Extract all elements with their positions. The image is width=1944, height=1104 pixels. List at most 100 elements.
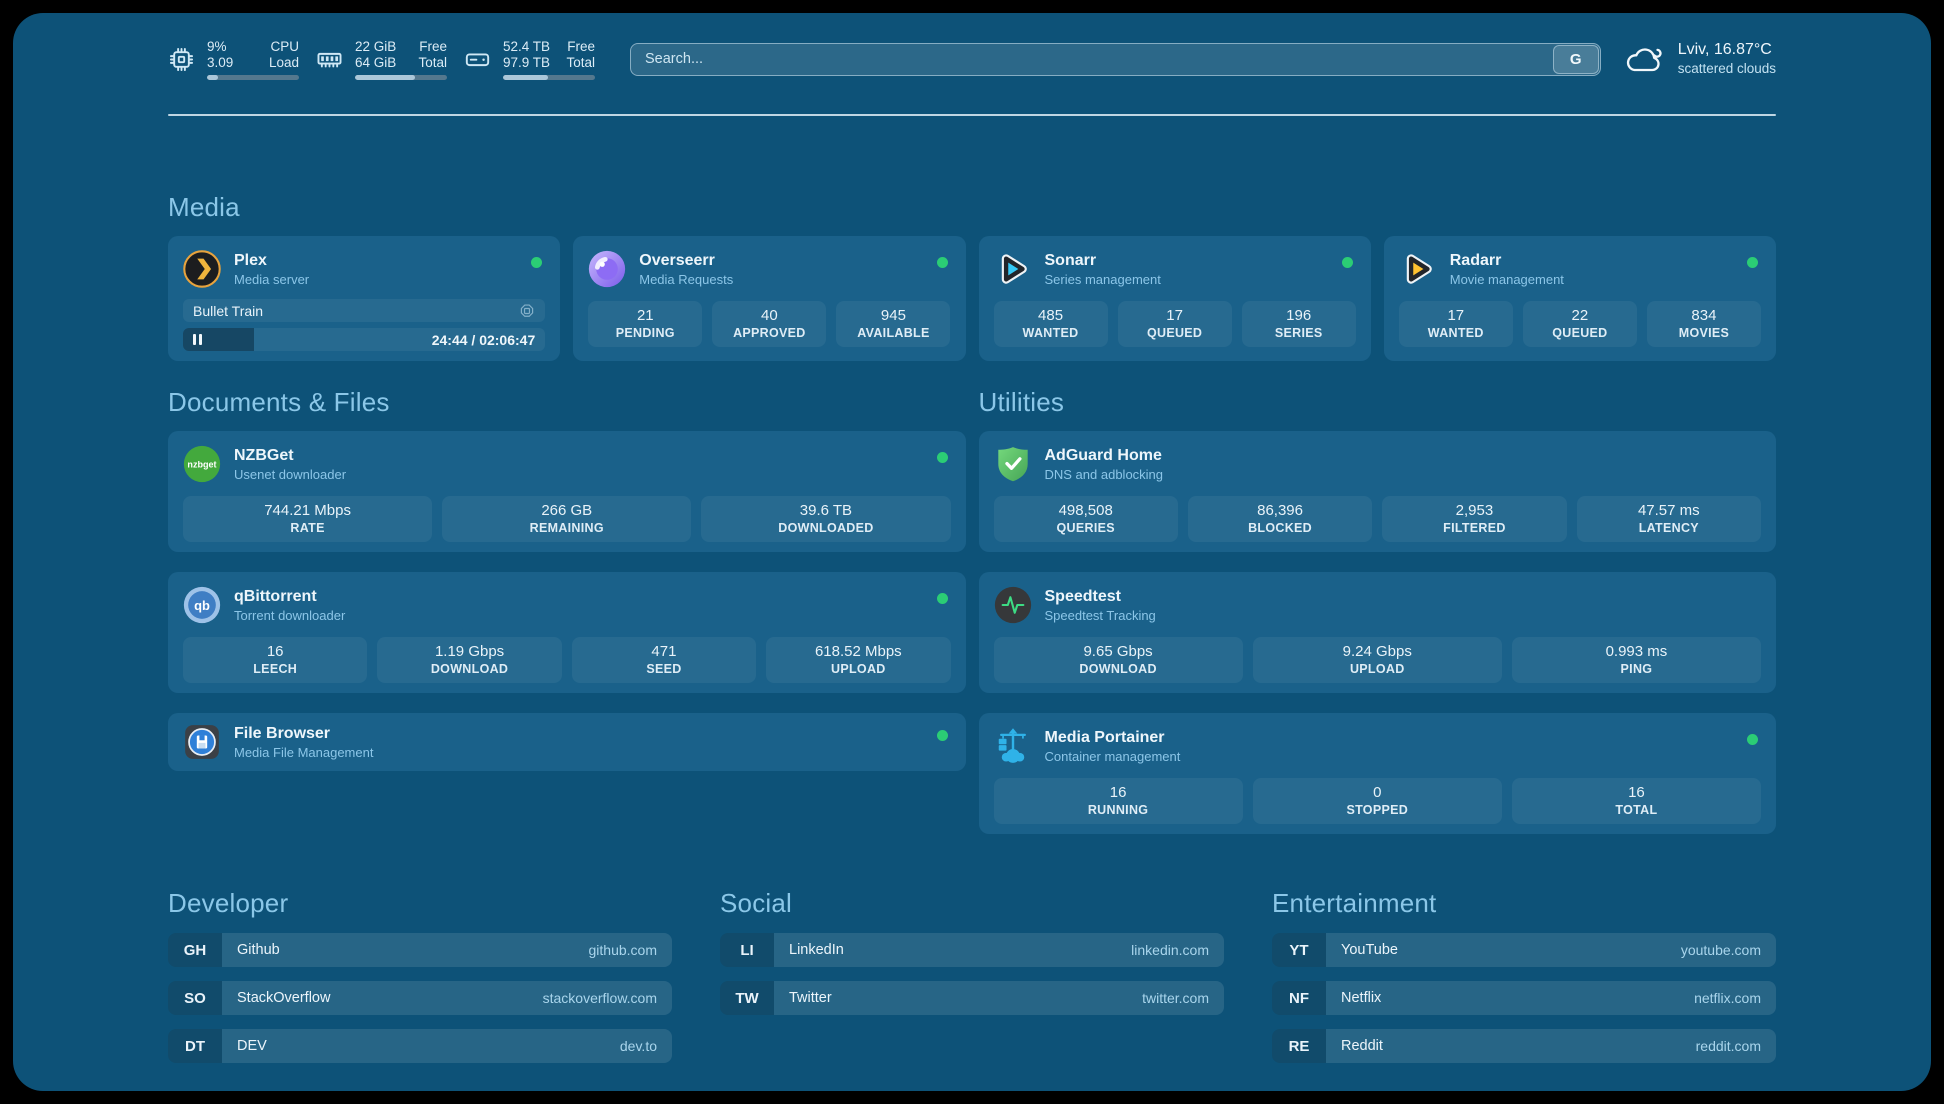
- stat-tile: 86,396 BLOCKED: [1187, 496, 1373, 542]
- section-title-developer: Developer: [168, 888, 289, 918]
- overseerr-icon: [588, 250, 626, 288]
- bookmark-netflix[interactable]: NF Netflix netflix.com: [1272, 981, 1776, 1015]
- bookmark-url: github.com: [588, 942, 657, 958]
- status-indicator: [1341, 257, 1353, 268]
- stat-tile: 471 SEED: [571, 637, 757, 683]
- service-card-overseerr[interactable]: Overseerr Media Requests 21 PENDING 40 APP…: [573, 236, 966, 361]
- bookmark-github[interactable]: GH Github github.com: [168, 933, 672, 967]
- memory-widget: 22 GiB 64 GiB Free Total: [316, 39, 447, 80]
- bookmark-dev[interactable]: DT DEV dev.to: [168, 1029, 672, 1063]
- bookmark-abbr: DT: [168, 1029, 222, 1063]
- stat-tile: 498,508 QUERIES: [993, 496, 1178, 542]
- bookmark-youtube[interactable]: YT YouTube youtube.com: [1272, 933, 1776, 967]
- bookmark-url: reddit.com: [1695, 1038, 1761, 1054]
- svg-text:qb: qb: [194, 598, 210, 613]
- bookmark-name: Twitter: [789, 990, 832, 1006]
- service-name: AdGuard Home: [1044, 446, 1162, 464]
- bookmark-linkedin[interactable]: LI LinkedIn linkedin.com: [720, 933, 1224, 967]
- service-name: Plex: [234, 251, 267, 269]
- bookmark-abbr: RE: [1272, 1029, 1326, 1063]
- cpu-load-label: Load: [268, 54, 299, 70]
- nzbget-icon: nzbget: [183, 445, 221, 483]
- service-subtitle: Movie management: [1449, 271, 1564, 287]
- stat-tile: 39.6 TB DOWNLOADED: [701, 496, 951, 542]
- stat-tile: 2,953 FILTERED: [1382, 496, 1567, 542]
- ram-progress-bar: [355, 74, 447, 80]
- service-name: Overseerr: [639, 251, 715, 269]
- service-name: Radarr: [1449, 251, 1502, 269]
- service-card-qbittorrent[interactable]: qb qBittorrent Torrent downloader 16 LEEC…: [168, 572, 966, 693]
- stat-tile: 16 LEECH: [183, 637, 368, 683]
- service-card-plex[interactable]: Plex Media server Bullet Train 24:44 / 0…: [168, 236, 561, 361]
- disk-free-label: Free: [567, 38, 595, 54]
- bookmark-stackoverflow[interactable]: SO StackOverflow stackoverflow.com: [168, 981, 672, 1015]
- section-title-entertainment: Entertainment: [1272, 888, 1437, 918]
- stat-tile: 1.19 Gbps DOWNLOAD: [377, 637, 562, 683]
- stat-tile: 21 PENDING: [588, 301, 703, 347]
- qbittorrent-icon: qb: [183, 586, 221, 624]
- disk-free-value: 52.4 TB: [503, 38, 551, 54]
- bookmark-name: StackOverflow: [237, 990, 331, 1006]
- adguard-icon: [994, 445, 1032, 483]
- plex-icon: [183, 250, 221, 288]
- service-name: Sonarr: [1044, 251, 1097, 269]
- service-card-filebrowser[interactable]: File Browser Media File Management: [168, 713, 966, 771]
- disk-total-value: 97.9 TB: [503, 54, 551, 70]
- search-bar: G: [630, 42, 1601, 76]
- service-subtitle: Container management: [1044, 748, 1181, 764]
- cpu-usage-label: CPU: [270, 38, 299, 54]
- stat-tile: 485 WANTED: [993, 301, 1108, 347]
- service-name: Media Portainer: [1044, 728, 1165, 746]
- stat-tile: 9.24 Gbps UPLOAD: [1252, 637, 1502, 683]
- svg-text:nzbget: nzbget: [187, 459, 216, 469]
- filebrowser-icon: [183, 723, 221, 761]
- status-indicator: [1747, 257, 1758, 268]
- stat-tile: 744.21 Mbps RATE: [183, 496, 433, 542]
- disk-progress-bar: [503, 74, 595, 80]
- service-subtitle: Media File Management: [234, 744, 374, 760]
- status-indicator: [936, 593, 948, 604]
- bookmark-abbr: NF: [1272, 981, 1326, 1015]
- ram-free-value: 22 GiB: [355, 38, 397, 54]
- bookmark-twitter[interactable]: TW Twitter twitter.com: [720, 981, 1224, 1015]
- ram-free-label: Free: [419, 38, 447, 54]
- stat-tile: 834 MOVIES: [1646, 301, 1761, 347]
- cpu-icon: [168, 46, 207, 73]
- bookmark-reddit[interactable]: RE Reddit reddit.com: [1272, 1029, 1776, 1063]
- service-subtitle: Series management: [1044, 271, 1161, 287]
- entertainment-bookmarks: YT YouTube youtube.com NF Netflix netflix.…: [1272, 933, 1776, 1063]
- bookmark-abbr: YT: [1272, 933, 1326, 967]
- gear-icon[interactable]: [519, 303, 535, 319]
- service-card-sonarr[interactable]: Sonarr Series management 485 WANTED 17 QUE…: [978, 236, 1371, 361]
- stat-tile: 17 WANTED: [1398, 301, 1513, 347]
- stat-tile: 9.65 Gbps DOWNLOAD: [993, 637, 1243, 683]
- search-engine-button[interactable]: G: [1552, 44, 1599, 74]
- radarr-icon: [1399, 250, 1437, 288]
- bookmark-url: stackoverflow.com: [542, 990, 657, 1006]
- service-card-speedtest[interactable]: Speedtest Speedtest Tracking 9.65 Gbps DO…: [978, 572, 1776, 693]
- service-card-adguard[interactable]: AdGuard Home DNS and adblocking 498,508 Q…: [978, 431, 1776, 552]
- stat-tile: 0 STOPPED: [1252, 778, 1502, 824]
- bookmark-name: Reddit: [1341, 1038, 1383, 1054]
- status-indicator: [936, 452, 948, 463]
- stat-tile: 47.57 ms LATENCY: [1576, 496, 1761, 542]
- bookmark-abbr: GH: [168, 933, 222, 967]
- utilities-column: AdGuard Home DNS and adblocking 498,508 Q…: [978, 431, 1776, 834]
- bookmark-url: twitter.com: [1142, 990, 1209, 1006]
- pause-button[interactable]: [193, 334, 202, 345]
- service-card-radarr[interactable]: Radarr Movie management 17 WANTED 22 QUEUE…: [1383, 236, 1776, 361]
- section-title-documents: Documents & Files: [168, 387, 390, 417]
- service-card-portainer[interactable]: Media Portainer Container management 16 R…: [978, 713, 1776, 834]
- service-card-nzbget[interactable]: nzbget NZBGet Usenet downloader 744.21 M…: [168, 431, 966, 552]
- disk-total-label: Total: [566, 54, 595, 70]
- stat-tile: 22 QUEUED: [1522, 301, 1637, 347]
- cpu-load-value: 3.09: [207, 54, 234, 70]
- stat-tile: 16 RUNNING: [993, 778, 1243, 824]
- search-input[interactable]: [630, 42, 1601, 76]
- section-title-utilities: Utilities: [978, 387, 1065, 417]
- cloud-icon: [1623, 43, 1665, 75]
- bookmark-abbr: TW: [720, 981, 774, 1015]
- stat-tile: 945 AVAILABLE: [836, 301, 951, 347]
- stat-tile: 16 TOTAL: [1511, 778, 1762, 824]
- player-progress-row: 24:44 / 02:06:47: [183, 328, 546, 351]
